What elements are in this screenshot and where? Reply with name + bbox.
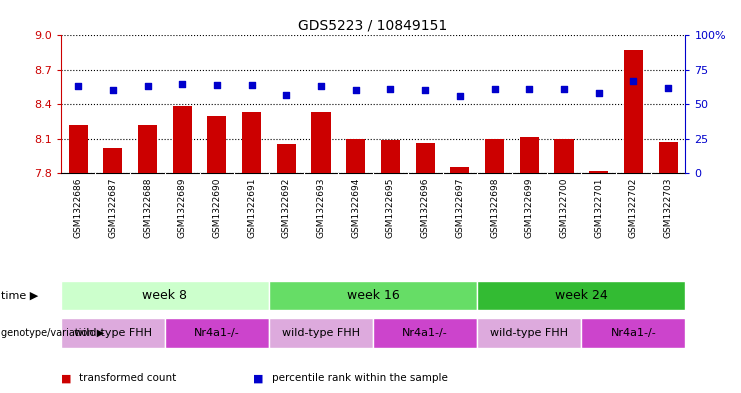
Point — [662, 84, 674, 91]
Text: ■: ■ — [61, 373, 71, 383]
Bar — [269, 318, 373, 348]
Point — [628, 77, 639, 84]
Bar — [207, 116, 227, 173]
Text: genotype/variation ▶: genotype/variation ▶ — [1, 328, 104, 338]
Text: GSM1322688: GSM1322688 — [143, 177, 152, 238]
Point — [419, 87, 431, 94]
Point — [593, 90, 605, 96]
Bar — [311, 112, 330, 173]
Bar — [173, 107, 192, 173]
Text: GSM1322687: GSM1322687 — [108, 177, 117, 238]
Text: GSM1322691: GSM1322691 — [247, 177, 256, 238]
Bar — [589, 171, 608, 173]
Text: percentile rank within the sample: percentile rank within the sample — [272, 373, 448, 383]
Point — [558, 86, 570, 92]
Text: GSM1322686: GSM1322686 — [73, 177, 82, 238]
Text: GSM1322692: GSM1322692 — [282, 177, 290, 238]
Bar — [103, 148, 122, 173]
Bar — [477, 281, 685, 310]
Text: week 24: week 24 — [555, 289, 608, 302]
Bar — [346, 138, 365, 173]
Text: wild-type FHH: wild-type FHH — [74, 328, 152, 338]
Text: wild-type FHH: wild-type FHH — [282, 328, 360, 338]
Bar — [554, 138, 574, 173]
Text: week 16: week 16 — [347, 289, 399, 302]
Text: GSM1322698: GSM1322698 — [490, 177, 499, 238]
Bar — [277, 144, 296, 173]
Point — [176, 80, 188, 86]
Bar — [269, 281, 477, 310]
Text: GSM1322697: GSM1322697 — [456, 177, 465, 238]
Text: Nr4a1-/-: Nr4a1-/- — [611, 328, 657, 338]
Text: Nr4a1-/-: Nr4a1-/- — [402, 328, 448, 338]
Text: transformed count: transformed count — [79, 373, 176, 383]
Bar — [659, 142, 677, 173]
Bar — [451, 167, 469, 173]
Point — [488, 86, 500, 92]
Text: GSM1322695: GSM1322695 — [386, 177, 395, 238]
Text: GSM1322700: GSM1322700 — [559, 177, 568, 238]
Text: week 8: week 8 — [142, 289, 187, 302]
Text: Nr4a1-/-: Nr4a1-/- — [194, 328, 240, 338]
Text: GSM1322689: GSM1322689 — [178, 177, 187, 238]
Text: GSM1322696: GSM1322696 — [421, 177, 430, 238]
Text: wild-type FHH: wild-type FHH — [491, 328, 568, 338]
Bar — [165, 318, 269, 348]
Bar — [624, 50, 643, 173]
Point — [211, 82, 223, 88]
Text: GSM1322690: GSM1322690 — [213, 177, 222, 238]
Bar — [581, 318, 685, 348]
Bar — [519, 138, 539, 173]
Text: GSM1322703: GSM1322703 — [664, 177, 673, 238]
Point — [350, 87, 362, 94]
Text: ■: ■ — [253, 373, 264, 383]
Text: GSM1322699: GSM1322699 — [525, 177, 534, 238]
Point — [523, 86, 535, 92]
Title: GDS5223 / 10849151: GDS5223 / 10849151 — [299, 19, 448, 33]
Point — [72, 83, 84, 89]
Bar — [69, 125, 87, 173]
Text: GSM1322701: GSM1322701 — [594, 177, 603, 238]
Text: GSM1322693: GSM1322693 — [316, 177, 325, 238]
Point — [280, 91, 292, 97]
Point — [142, 83, 153, 89]
Point — [385, 86, 396, 92]
Point — [107, 87, 119, 94]
Bar — [373, 318, 477, 348]
Bar — [61, 318, 165, 348]
Bar — [416, 143, 435, 173]
Bar — [61, 281, 269, 310]
Point — [315, 83, 327, 89]
Bar — [138, 125, 157, 173]
Bar — [242, 112, 261, 173]
Bar — [485, 138, 504, 173]
Bar — [381, 140, 400, 173]
Bar — [477, 318, 581, 348]
Point — [246, 82, 258, 88]
Text: time ▶: time ▶ — [1, 291, 39, 301]
Text: GSM1322694: GSM1322694 — [351, 177, 360, 238]
Point — [454, 93, 466, 99]
Text: GSM1322702: GSM1322702 — [629, 177, 638, 238]
